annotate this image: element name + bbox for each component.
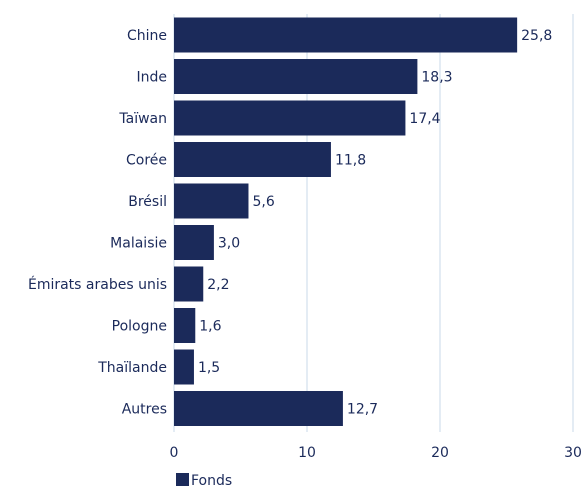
legend-swatch (176, 473, 189, 486)
value-label: 17,4 (409, 111, 440, 127)
category-label: Chine (127, 28, 167, 44)
bar-4 (174, 183, 249, 219)
category-label: Brésil (128, 194, 167, 210)
bar-9 (174, 391, 343, 426)
category-label: Inde (136, 70, 167, 86)
bar-8 (174, 349, 194, 385)
category-label: Émirats arabes unis (28, 276, 167, 293)
x-tick-label: 20 (431, 445, 449, 461)
category-label: Pologne (112, 319, 167, 335)
x-tick-label: 0 (170, 445, 179, 461)
x-tick-label: 10 (298, 445, 316, 461)
bar-5 (174, 225, 214, 260)
legend: Fonds (176, 473, 232, 488)
category-label: Thaïlande (97, 360, 167, 376)
bar-0 (174, 17, 518, 53)
bar-7 (174, 308, 196, 343)
bar-3 (174, 142, 331, 177)
value-label: 11,8 (335, 153, 366, 169)
bar-1 (174, 59, 418, 94)
bar-2 (174, 100, 406, 136)
value-label: 25,8 (521, 28, 552, 44)
value-label: 3,0 (218, 236, 240, 252)
x-tick-label: 30 (564, 445, 582, 461)
value-label: 12,7 (347, 402, 378, 418)
bars (174, 17, 518, 426)
category-label: Corée (126, 153, 167, 169)
value-label: 1,6 (199, 319, 221, 335)
value-label: 5,6 (252, 194, 274, 210)
value-label: 1,5 (198, 360, 220, 376)
bar-6 (174, 266, 204, 302)
labels: 0 10 20 30 Chine 25,8 Inde 18,3 Taïwan 17,4 Corée 1… (28, 28, 582, 461)
category-label: Autres (122, 402, 167, 418)
category-label: Malaisie (110, 236, 167, 252)
value-label: 2,2 (207, 277, 229, 293)
legend-label: Fonds (191, 473, 232, 488)
value-label: 18,3 (421, 70, 452, 86)
category-label: Taïwan (118, 111, 167, 127)
